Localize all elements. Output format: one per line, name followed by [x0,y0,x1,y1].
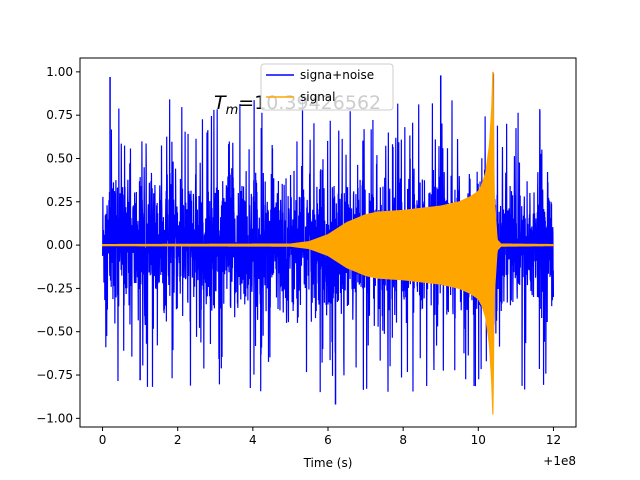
x-tick-label: 12 [546,433,561,447]
y-tick-label: 1.00 [46,65,73,79]
x-axis-label: Time (s) [303,456,353,470]
y-tick-label: 0.25 [46,195,73,209]
legend-label-signal: signal [300,90,336,104]
annotation-symbol: T [214,92,227,114]
series-layer [101,71,555,415]
y-tick-label: −0.50 [36,325,73,339]
annotation-subscript: m [226,103,239,118]
y-tick-label: 0.00 [46,238,73,252]
x-tick-label: 10 [471,433,486,447]
x-tick-label: 8 [399,433,407,447]
y-tick-label: −1.00 [36,411,73,425]
y-tick-label: −0.25 [36,281,73,295]
y-tick-label: −0.75 [36,368,73,382]
y-tick-label: 0.50 [46,151,73,165]
y-tick-label: 0.75 [46,108,73,122]
x-offset-label: +1e8 [543,454,576,468]
ticks-layer: 0 2 4 6 8 10 12 −1.00 −0.75 −0.50 −0.25 0.00 0.25 0.5… [36,65,561,447]
x-tick-label: 4 [249,433,257,447]
series-line-signal [101,75,555,415]
x-tick-label: 6 [324,433,332,447]
x-tick-label: 0 [99,433,107,447]
legend-label-signa-noise: signa+noise [300,68,374,82]
x-tick-label: 2 [174,433,182,447]
legend: signa+noise signal [260,63,394,111]
